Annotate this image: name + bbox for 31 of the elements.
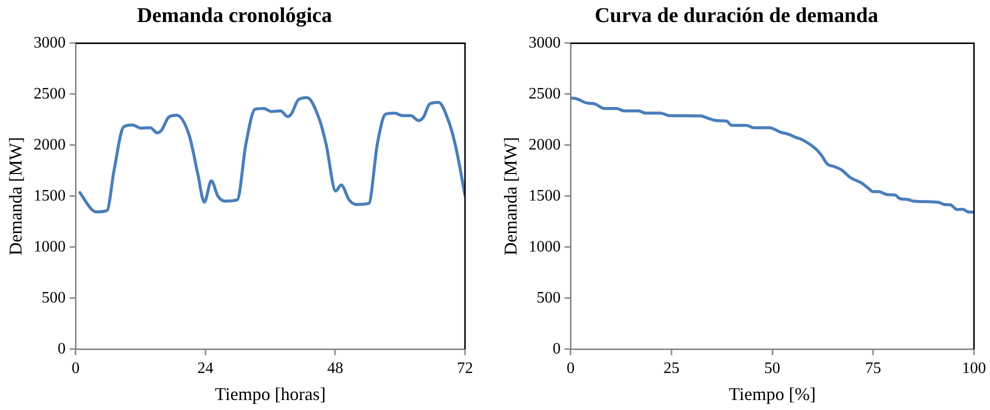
x-tick-label: 24 [197, 360, 214, 378]
y-tick-label: 3000 [528, 34, 561, 52]
x-tick-label: 0 [566, 360, 575, 378]
y-axis-title: Demanda [MW] [500, 136, 521, 256]
x-tick-label: 100 [962, 360, 986, 378]
y-tick-label: 2500 [34, 85, 66, 102]
x-tick-label: 50 [764, 360, 780, 378]
line-series [570, 96, 974, 214]
x-tick-label: 0 [72, 360, 80, 378]
y-tick-label: 1000 [528, 238, 561, 256]
y-tick-label: 0 [552, 340, 561, 358]
y-tick-label: 1500 [34, 187, 66, 204]
y-tick-label: 500 [536, 289, 561, 306]
chart-title: Demanda cronológica [136, 3, 333, 28]
x-axis-title: Tiempo [horas] [214, 384, 326, 404]
x-axis-title: Tiempo [%] [728, 384, 816, 404]
chart-title: Curva de duración de demanda [594, 3, 879, 28]
y-axis-title: Demanda [MW] [6, 136, 26, 256]
y-tick-label: 0 [58, 340, 66, 358]
line-series [78, 96, 465, 214]
y-tick-label: 2500 [528, 85, 561, 102]
x-tick-label: 48 [327, 360, 344, 378]
x-tick-label: 72 [457, 360, 473, 378]
x-tick-label: 25 [663, 360, 680, 378]
y-tick-label: 3000 [34, 34, 66, 52]
y-tick-label: 1000 [34, 238, 66, 256]
x-tick-label: 75 [865, 360, 882, 378]
y-tick-label: 500 [42, 289, 66, 306]
y-tick-label: 2000 [528, 136, 561, 154]
y-tick-label: 2000 [34, 136, 66, 154]
y-tick-label: 1500 [528, 187, 561, 204]
